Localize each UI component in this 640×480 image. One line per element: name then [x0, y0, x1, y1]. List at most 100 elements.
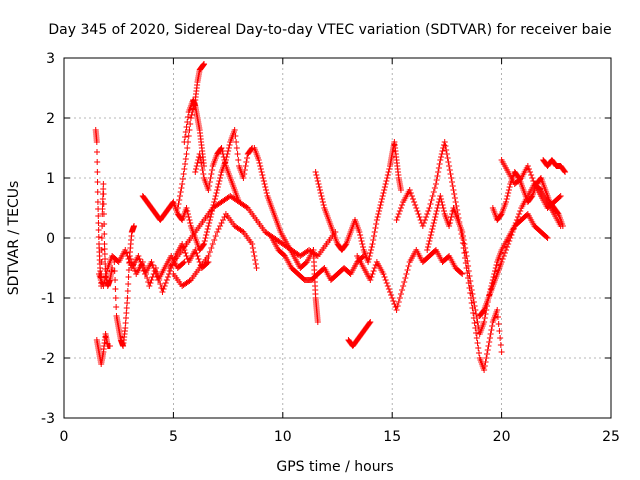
data-point [382, 181, 389, 187]
data-point [438, 151, 445, 157]
data-point [411, 199, 418, 205]
y-tick-label: 0 [46, 231, 55, 247]
data-point [163, 277, 170, 283]
data-point [451, 195, 458, 201]
data-point [443, 151, 450, 157]
data-point [384, 175, 391, 181]
data-point [385, 286, 392, 292]
data-point [467, 278, 474, 284]
data-point [425, 241, 432, 247]
data-point [423, 214, 430, 220]
data-point [377, 202, 384, 208]
data-point [438, 199, 445, 205]
data-point [183, 151, 190, 157]
data-point [419, 223, 426, 229]
data-point [401, 279, 408, 285]
data-point [463, 253, 470, 259]
data-point [179, 181, 186, 187]
data-point [445, 159, 452, 165]
data-point [182, 156, 189, 162]
data-point [260, 178, 267, 184]
data-point [98, 259, 105, 265]
data-point [100, 201, 107, 207]
data-point [206, 249, 213, 255]
data-point [318, 193, 325, 199]
data-point [194, 160, 201, 166]
data-point [559, 223, 566, 229]
data-point [369, 271, 376, 277]
x-tick-label: 5 [169, 429, 178, 445]
data-point [440, 142, 447, 148]
data-point [529, 175, 536, 181]
data-point [202, 235, 209, 241]
data-point [430, 189, 437, 195]
data-point [432, 211, 439, 217]
data-point [446, 163, 453, 169]
data-point [252, 257, 259, 263]
data-point [95, 213, 102, 219]
data-point [443, 147, 450, 153]
data-point [397, 205, 404, 211]
data-point [412, 202, 419, 208]
data-point [93, 139, 100, 145]
series-arc-10 [170, 211, 260, 289]
data-point [467, 283, 474, 289]
data-point [433, 177, 440, 183]
data-point [201, 238, 208, 244]
data-point [483, 355, 490, 361]
data-point [425, 208, 432, 214]
data-point [211, 196, 218, 202]
data-point [397, 291, 404, 297]
data-point [487, 331, 494, 337]
data-point [481, 319, 488, 325]
data-point [436, 161, 443, 167]
x-tick-label: 15 [383, 429, 401, 445]
data-point [162, 280, 169, 286]
data-point [440, 208, 447, 214]
data-point [446, 167, 453, 173]
data-point [141, 267, 148, 273]
data-point [184, 145, 191, 151]
data-point [186, 217, 193, 223]
data-point [217, 172, 224, 178]
data-point [159, 289, 166, 295]
data-point [127, 256, 134, 262]
data-point [496, 328, 503, 334]
data-point [233, 139, 240, 145]
x-tick-label: 10 [274, 429, 292, 445]
data-point [124, 288, 131, 294]
data-point [460, 237, 467, 243]
data-point [206, 183, 213, 189]
data-point [430, 223, 437, 229]
series-arc-14 [310, 247, 321, 325]
data-point [193, 166, 200, 172]
data-point [153, 269, 160, 275]
data-point [405, 263, 412, 269]
data-point [255, 157, 262, 163]
data-point [502, 199, 509, 205]
data-point [407, 190, 414, 196]
data-point [486, 335, 493, 341]
data-point [179, 176, 186, 182]
data-point [213, 190, 220, 196]
x-tick-label: 20 [493, 429, 511, 445]
data-point [123, 250, 130, 256]
data-point [431, 217, 438, 223]
data-point [201, 241, 208, 247]
data-point [314, 175, 321, 181]
data-point [404, 267, 411, 273]
data-point [367, 277, 374, 283]
data-point [201, 61, 208, 67]
data-point [217, 175, 224, 181]
data-point [475, 350, 482, 356]
data-point [313, 252, 320, 258]
data-point [249, 245, 256, 251]
data-point [203, 229, 210, 235]
data-point [489, 323, 496, 329]
data-point [472, 307, 479, 313]
data-point [319, 199, 326, 205]
data-point [126, 253, 133, 259]
data-point [494, 307, 501, 313]
data-point [422, 217, 429, 223]
data-point [368, 274, 375, 280]
